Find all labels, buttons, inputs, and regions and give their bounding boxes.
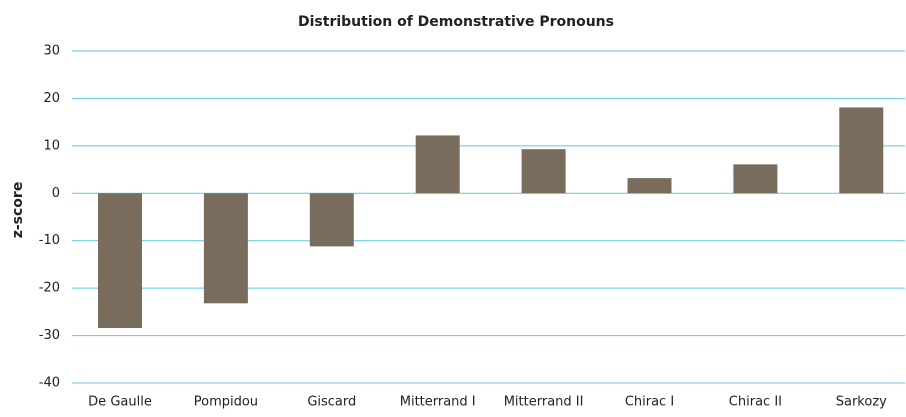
y-tick-label: 20 xyxy=(43,91,60,106)
bar xyxy=(627,178,672,194)
bar xyxy=(415,135,460,194)
x-tick-label: Pompidou xyxy=(194,395,258,410)
y-axis-label: z-score xyxy=(10,182,26,239)
y-tick-label: -30 xyxy=(39,328,60,343)
x-tick-label: Chirac II xyxy=(729,395,782,410)
y-tick-label: -20 xyxy=(39,281,60,296)
bar xyxy=(521,149,566,194)
y-tick-label: 30 xyxy=(43,44,60,59)
chart-title: Distribution of Demonstrative Pronouns xyxy=(298,14,614,30)
bar xyxy=(309,193,354,247)
bar xyxy=(839,107,884,194)
y-tick-label: 0 xyxy=(52,186,60,201)
y-tick-label: -40 xyxy=(39,376,60,391)
bar xyxy=(203,193,248,304)
bar xyxy=(733,164,778,194)
y-tick-label: 10 xyxy=(43,138,60,153)
x-tick-label: De Gaulle xyxy=(88,395,152,410)
y-tick-label: -10 xyxy=(39,233,60,248)
x-tick-label: Mitterrand II xyxy=(504,395,584,410)
x-tick-label: Chirac I xyxy=(625,395,674,410)
x-tick-label: Sarkozy xyxy=(836,395,887,410)
x-tick-label: Mitterrand I xyxy=(400,395,476,410)
bar xyxy=(98,193,142,328)
x-tick-label: Giscard xyxy=(307,395,356,410)
